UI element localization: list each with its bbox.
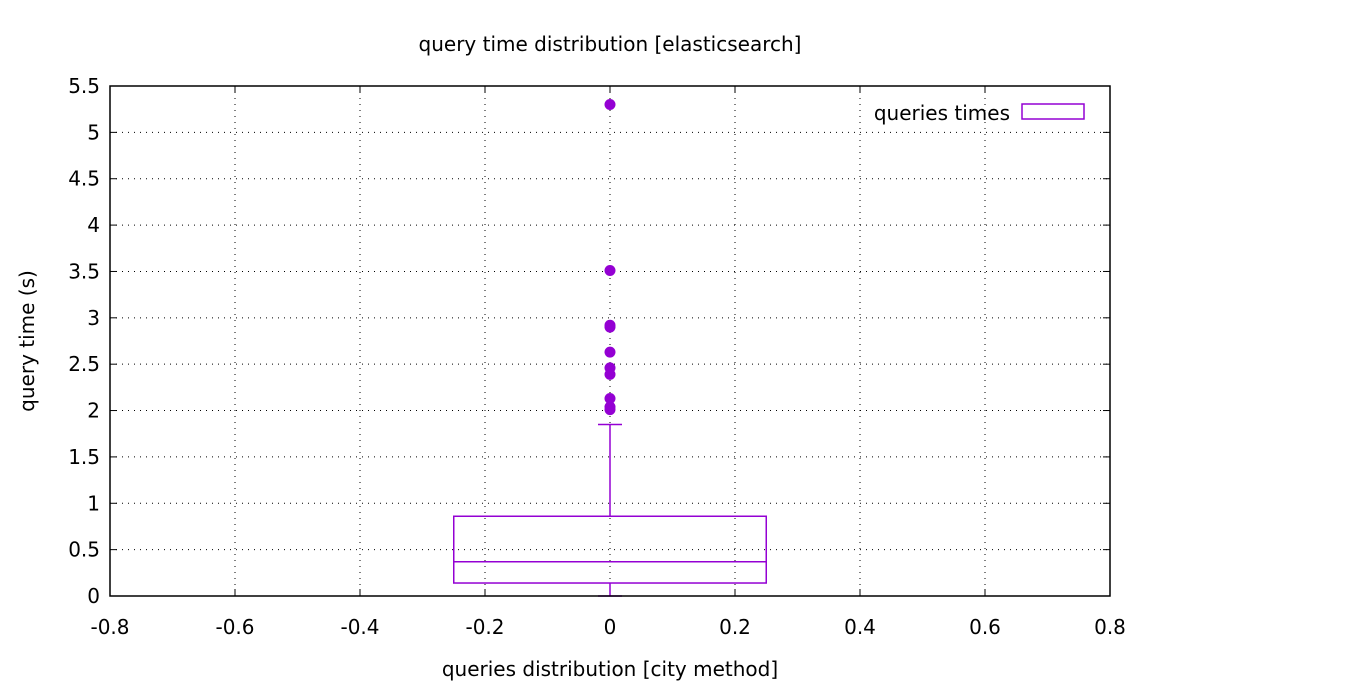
y-tick-label: 0 (87, 584, 100, 608)
outlier-point (604, 392, 616, 404)
y-tick-label: 5.5 (68, 74, 100, 98)
x-tick-label: 0 (604, 615, 617, 639)
y-tick-label: 3 (87, 306, 100, 330)
x-axis-label: queries distribution [city method] (442, 657, 778, 681)
outlier-point (604, 99, 616, 111)
chart-title: query time distribution [elasticsearch] (419, 32, 802, 56)
x-tick-label: 0.8 (1094, 615, 1126, 639)
x-tick-label: 0.4 (844, 615, 876, 639)
outlier-point (604, 265, 616, 277)
y-tick-label: 4 (87, 213, 100, 237)
y-tick-label: 2 (87, 399, 100, 423)
y-tick-label: 2.5 (68, 352, 100, 376)
x-tick-label: -0.8 (90, 615, 129, 639)
box-iqr (453, 515, 767, 584)
y-tick-label: 1.5 (68, 445, 100, 469)
y-tick-label: 1 (87, 491, 100, 515)
axis-tick-labels: -0.8 -0.6 -0.4 -0.2 0 0.2 0.4 0.6 0.8 0 0.5 1 1.5 2 2.… (68, 74, 1126, 639)
grid-lines (110, 86, 1110, 596)
x-tick-label: -0.2 (465, 615, 504, 639)
x-tick-label: 0.2 (719, 615, 751, 639)
legend: queries times (874, 101, 1085, 125)
legend-label: queries times (874, 101, 1010, 125)
legend-swatch (1021, 103, 1085, 120)
outlier-point (604, 346, 616, 358)
y-tick-label: 5 (87, 120, 100, 144)
axis-ticks (109, 85, 1111, 597)
outlier-point (604, 319, 616, 331)
x-tick-label: -0.4 (340, 615, 379, 639)
y-axis-label: query time (s) (15, 270, 39, 412)
x-tick-label: 0.6 (969, 615, 1001, 639)
outlier-point (604, 401, 616, 413)
y-tick-label: 4.5 (68, 167, 100, 191)
outlier-point (604, 362, 616, 374)
x-tick-label: -0.6 (215, 615, 254, 639)
box-plot-series (453, 99, 767, 597)
y-tick-label: 3.5 (68, 259, 100, 283)
plot-frame (109, 85, 1111, 597)
y-tick-label: 0.5 (68, 538, 100, 562)
